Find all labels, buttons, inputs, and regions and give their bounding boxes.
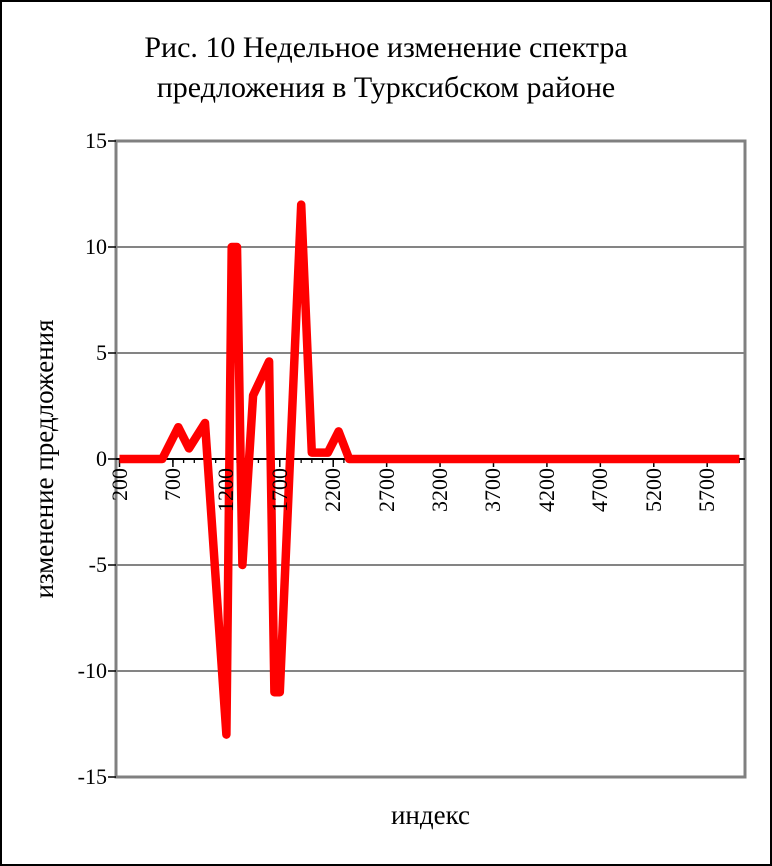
x-tick-label: 4200 xyxy=(533,468,559,512)
y-tick-label: 15 xyxy=(85,128,107,153)
x-tick-label: 1700 xyxy=(266,468,292,512)
y-tick-label: 10 xyxy=(85,234,107,259)
chart-title-line2: предложения в Турксибском районе xyxy=(156,71,616,104)
x-tick-label: 2700 xyxy=(373,468,399,512)
x-tick-label: 3200 xyxy=(427,468,453,512)
x-axis-title: индекс xyxy=(390,800,471,830)
x-tick-label: 700 xyxy=(159,468,185,501)
x-tick-label: 200 xyxy=(106,468,132,501)
y-tick-label: -5 xyxy=(88,552,107,577)
y-tick-label: 5 xyxy=(96,340,107,365)
x-tick-label: 2200 xyxy=(320,468,346,512)
x-tick-label: 3700 xyxy=(480,468,506,512)
y-tick-label: -10 xyxy=(77,658,107,683)
y-tick-label: 0 xyxy=(96,446,107,471)
x-tick-label: 5700 xyxy=(694,468,720,512)
x-tick-label: 4700 xyxy=(587,468,613,512)
chart-title: Рис. 10 Недельное изменение спектра пред… xyxy=(2,28,770,108)
series-line xyxy=(119,200,740,739)
chart-title-line1: Рис. 10 Недельное изменение спектра xyxy=(144,31,628,64)
x-tick-label: 1200 xyxy=(213,468,239,512)
y-tick-label: -15 xyxy=(77,764,107,789)
x-tick-label: 5200 xyxy=(640,468,666,512)
